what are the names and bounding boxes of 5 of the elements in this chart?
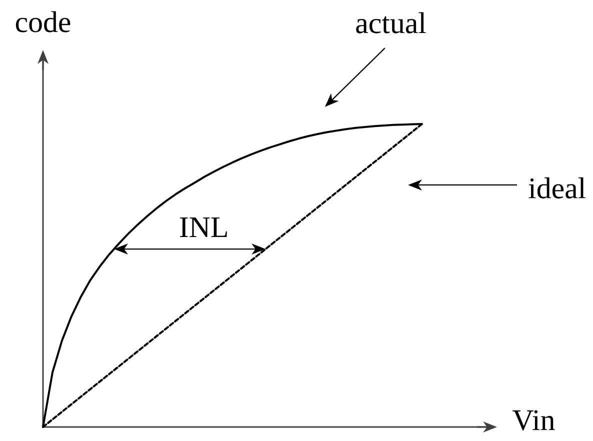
annotation: INL	[180, 217, 227, 238]
text: ideal	[528, 177, 586, 198]
text: actual	[356, 12, 426, 34]
x-axis-title: Vin	[512, 410, 555, 430]
y-axis-title: code	[16, 11, 70, 32]
